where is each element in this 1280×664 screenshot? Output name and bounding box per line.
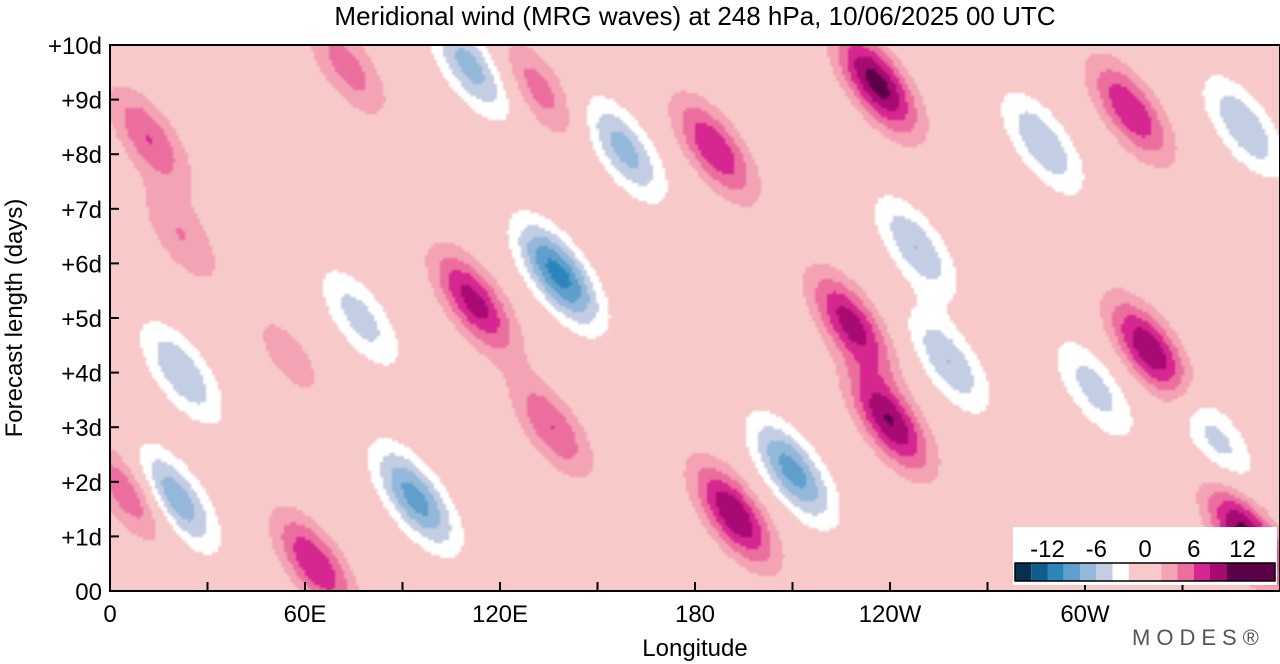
colorbar-tick-label: -12 (1030, 536, 1065, 563)
y-tick-label: +3d (61, 415, 102, 442)
colorbar: -12 -6 0 6 12 (1013, 527, 1277, 585)
colorbar-swatch (1015, 563, 1032, 581)
x-tick-label: 60W (1060, 601, 1110, 628)
colorbar-swatch (1177, 563, 1194, 581)
chart-title: Meridional wind (MRG waves) at 248 hPa, … (334, 1, 1055, 31)
colorbar-tick-label: 6 (1187, 536, 1200, 563)
colorbar-swatch (1112, 563, 1129, 581)
colorbar-tick-label: 0 (1138, 536, 1151, 563)
y-tick-label: +5d (61, 306, 102, 333)
y-tick-label: +10d (48, 33, 102, 60)
y-tick-label: +1d (61, 524, 102, 551)
y-tick-label: +4d (61, 361, 102, 388)
colorbar-swatch (1226, 563, 1275, 581)
modes-logo: MODES® (1132, 625, 1265, 650)
colorbar-swatch (1161, 563, 1178, 581)
colorbar-swatch (1063, 563, 1080, 581)
colorbar-frame (1014, 562, 1276, 582)
colorbar-swatch (1047, 563, 1064, 581)
colorbar-swatch (1210, 563, 1227, 581)
colorbar-swatch (1096, 563, 1113, 581)
x-tick-label: 180 (675, 601, 715, 628)
y-tick-label: 00 (75, 579, 102, 606)
x-tick-label: 60E (284, 601, 327, 628)
x-axis-label: Longitude (642, 635, 747, 662)
x-axis-ticks: 0 60E 120E 180 120W 60W (103, 582, 1184, 628)
wind-contour-field (110, 45, 1280, 591)
colorbar-tick-label: -6 (1086, 536, 1107, 563)
x-tick-label: 120E (472, 601, 528, 628)
colorbar-swatch (1193, 563, 1210, 581)
y-tick-label: +6d (61, 251, 102, 278)
colorbar-swatch (1128, 563, 1162, 581)
y-axis-ticks: 00 +1d +2d +3d +4d +5d +6d +7d +8d +9d +10d (48, 33, 119, 606)
y-axis-label: Forecast length (days) (1, 199, 28, 438)
x-tick-label: 120W (859, 601, 922, 628)
y-tick-label: +9d (61, 88, 102, 115)
y-tick-label: +7d (61, 197, 102, 224)
colorbar-tick-label: 12 (1229, 536, 1256, 563)
plot-frame (109, 44, 1280, 592)
y-tick-label: +2d (61, 470, 102, 497)
x-tick-label: 0 (103, 601, 116, 628)
colorbar-swatch (1080, 563, 1097, 581)
y-tick-label: +8d (61, 142, 102, 169)
colorbar-swatch (1031, 563, 1048, 581)
